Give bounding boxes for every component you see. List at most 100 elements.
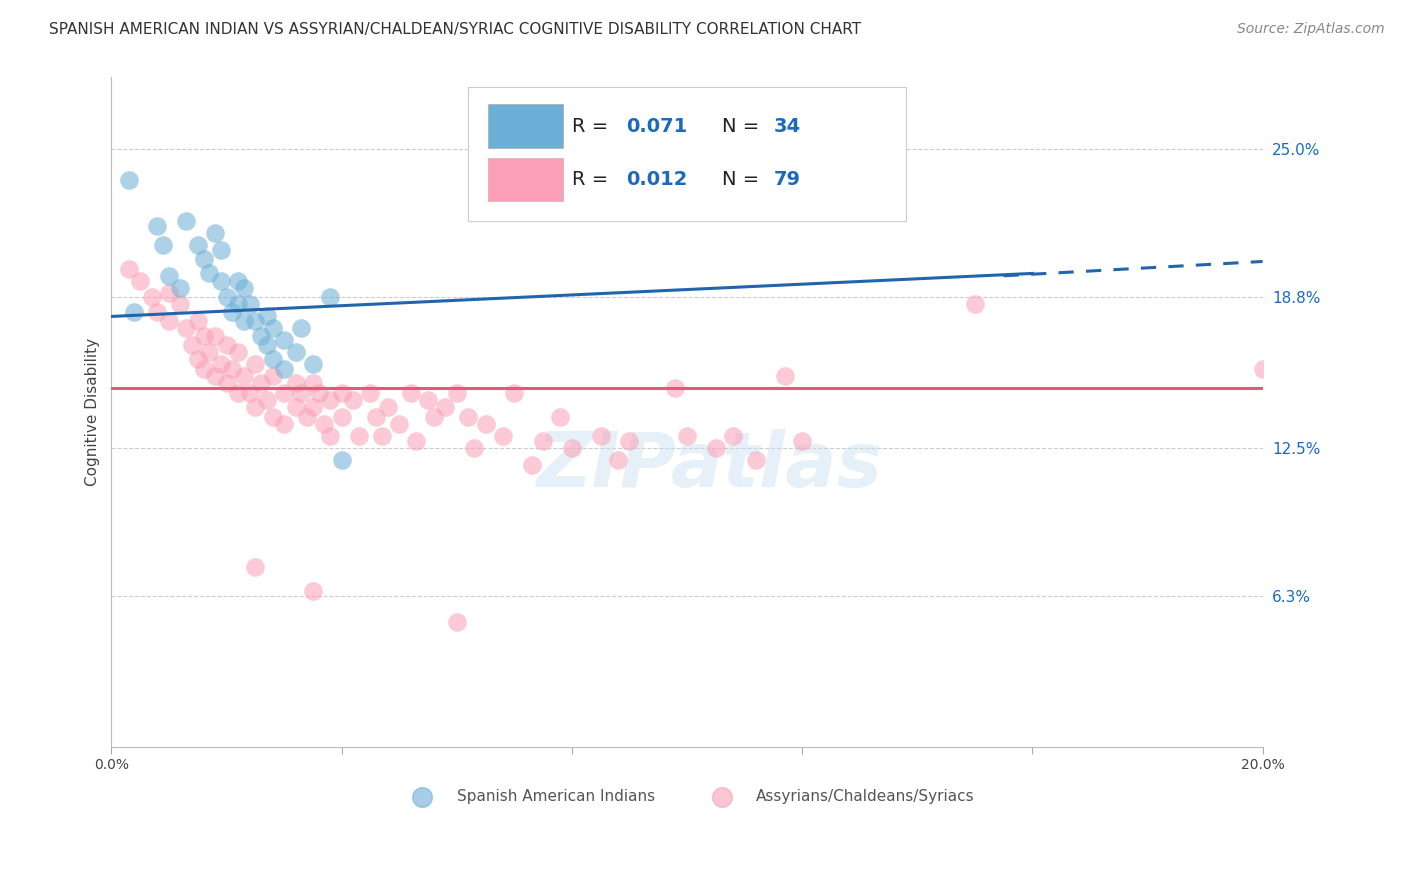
Point	[434, 401, 457, 415]
Point	[250, 328, 273, 343]
Point	[302, 357, 325, 371]
Point	[209, 243, 232, 257]
Point	[284, 345, 307, 359]
Point	[290, 385, 312, 400]
Point	[308, 385, 330, 400]
Point	[773, 369, 796, 384]
FancyBboxPatch shape	[488, 158, 562, 202]
Point	[256, 338, 278, 352]
Point	[152, 237, 174, 252]
Point	[187, 237, 209, 252]
Point	[561, 441, 583, 455]
Point	[745, 453, 768, 467]
Point	[676, 429, 699, 443]
Point	[181, 338, 204, 352]
Point	[169, 297, 191, 311]
Point	[388, 417, 411, 431]
Point	[446, 385, 468, 400]
Point	[204, 226, 226, 240]
Point	[221, 362, 243, 376]
Point	[366, 409, 388, 424]
Point	[245, 401, 267, 415]
Point	[377, 401, 399, 415]
Point	[721, 429, 744, 443]
Point	[848, 154, 870, 169]
Point	[330, 409, 353, 424]
Point	[319, 290, 342, 304]
Point	[193, 252, 215, 266]
Point	[792, 434, 814, 448]
Point	[209, 357, 232, 371]
Point	[520, 458, 543, 472]
Point	[342, 393, 364, 408]
Point	[531, 434, 554, 448]
Point	[284, 401, 307, 415]
Point	[226, 274, 249, 288]
Point	[273, 362, 295, 376]
Text: Spanish American Indians: Spanish American Indians	[457, 789, 655, 805]
Point	[118, 261, 141, 276]
Point	[215, 338, 238, 352]
FancyBboxPatch shape	[488, 104, 562, 148]
Point	[262, 321, 284, 335]
Point	[232, 369, 254, 384]
Point	[215, 376, 238, 391]
Text: 79: 79	[773, 170, 800, 189]
Point	[118, 173, 141, 187]
Point	[503, 385, 526, 400]
Point	[446, 615, 468, 630]
Point	[963, 297, 986, 311]
Point	[284, 376, 307, 391]
Point	[405, 434, 427, 448]
Text: ZIPatlas: ZIPatlas	[537, 428, 883, 502]
Point	[232, 314, 254, 328]
Point	[295, 409, 318, 424]
Point	[221, 304, 243, 318]
FancyBboxPatch shape	[468, 87, 905, 221]
Point	[347, 429, 370, 443]
Point	[302, 376, 325, 391]
Point	[492, 429, 515, 443]
Point	[302, 401, 325, 415]
Point	[157, 285, 180, 300]
Point	[256, 310, 278, 324]
Point	[226, 297, 249, 311]
Point	[330, 453, 353, 467]
Point	[273, 417, 295, 431]
Point	[215, 290, 238, 304]
Point	[319, 393, 342, 408]
Text: Assyrians/Chaldeans/Syriacs: Assyrians/Chaldeans/Syriacs	[756, 789, 974, 805]
Point	[146, 304, 169, 318]
Point	[319, 429, 342, 443]
Point	[169, 281, 191, 295]
Point	[371, 429, 394, 443]
Point	[704, 441, 727, 455]
Point	[273, 334, 295, 348]
Point	[245, 560, 267, 574]
Point	[146, 219, 169, 233]
Point	[124, 304, 146, 318]
Point	[290, 321, 312, 335]
Text: N =: N =	[721, 117, 765, 136]
Point	[262, 409, 284, 424]
Point	[232, 281, 254, 295]
Text: 34: 34	[773, 117, 800, 136]
Point	[174, 214, 197, 228]
Point	[302, 584, 325, 599]
Point	[1251, 362, 1274, 376]
Text: 0.012: 0.012	[626, 170, 688, 189]
Point	[129, 274, 152, 288]
Point	[193, 362, 215, 376]
Point	[330, 385, 353, 400]
Text: 0.071: 0.071	[626, 117, 688, 136]
Point	[193, 328, 215, 343]
Point	[245, 357, 267, 371]
Point	[664, 381, 686, 395]
Point	[273, 385, 295, 400]
Text: R =: R =	[572, 117, 614, 136]
Text: SPANISH AMERICAN INDIAN VS ASSYRIAN/CHALDEAN/SYRIAC COGNITIVE DISABILITY CORRELA: SPANISH AMERICAN INDIAN VS ASSYRIAN/CHAL…	[49, 22, 862, 37]
Point	[238, 297, 260, 311]
Point	[141, 290, 163, 304]
Point	[457, 409, 479, 424]
Text: Source: ZipAtlas.com: Source: ZipAtlas.com	[1237, 22, 1385, 37]
